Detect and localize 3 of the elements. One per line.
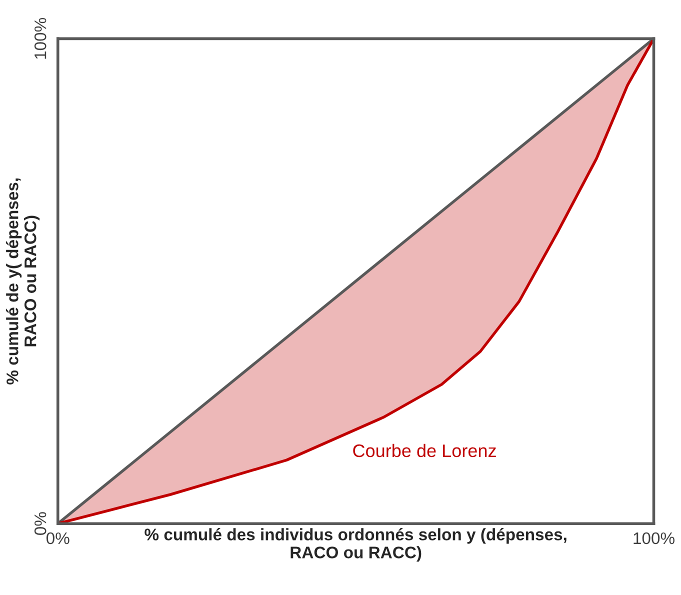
x-axis-title: % cumulé des individus ordonnés selon y (dépenses, RACO ou RACC) <box>144 528 566 562</box>
annotation: Courbe de Lorenz <box>353 444 496 458</box>
y-axis-title: % cumulé de y( dépenses, RACO ou RACC) <box>6 178 40 384</box>
